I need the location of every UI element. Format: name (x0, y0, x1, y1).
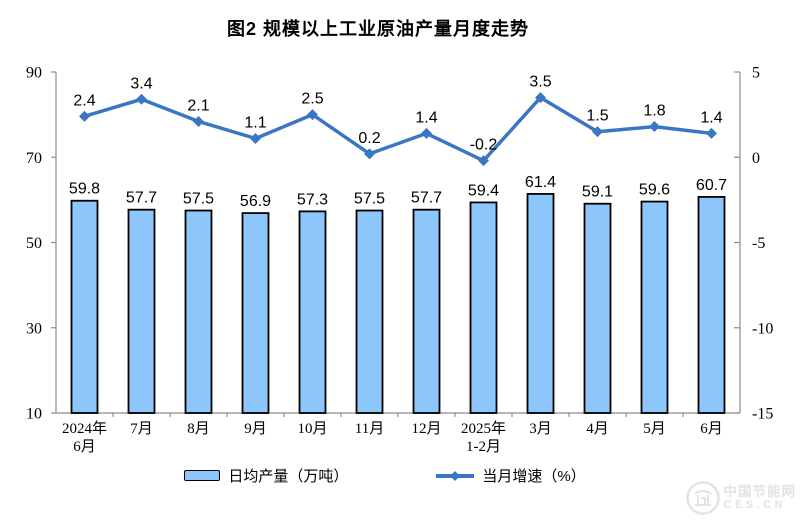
line-marker-icon (421, 127, 432, 139)
bar-swatch-icon (184, 470, 221, 481)
watermark-logo-icon (685, 481, 720, 515)
legend-line-label: 当月增速（%） (482, 468, 586, 485)
x-axis-label: 9月 (244, 421, 267, 437)
bar-value-label: 57.3 (297, 191, 328, 208)
watermark-domain: CES.CN (723, 499, 787, 512)
bar (70, 199, 99, 414)
x-axis-label: 8月 (187, 421, 210, 437)
bar-value-label: 56.9 (240, 193, 271, 210)
x-axis-label: 6月 (700, 421, 723, 437)
line-marker-icon (706, 127, 717, 139)
line-value-label: 3.4 (130, 75, 152, 92)
bar-value-label: 60.7 (696, 177, 727, 194)
line-value-label: 2.1 (187, 97, 209, 114)
legend-bar-label: 日均产量（万吨） (228, 468, 349, 485)
bar (412, 208, 441, 414)
y-axis-right-label: -5 (752, 235, 765, 252)
line-value-label: 1.1 (244, 114, 266, 131)
growth-line (82, 95, 714, 163)
bar (241, 212, 270, 414)
y-axis-right-label: -15 (752, 406, 773, 423)
watermark: 中国节能网 CES.CN (685, 480, 797, 516)
bar-value-label: 59.6 (639, 182, 670, 199)
y-axis-right-label: 0 (752, 150, 760, 167)
line-value-label: 3.5 (529, 74, 551, 91)
line-value-label: 2.4 (73, 92, 95, 109)
line-marker-icon (193, 115, 204, 127)
x-axis-label: 2025年 1-2月 (461, 420, 506, 455)
bar-value-label: 57.5 (354, 191, 385, 208)
x-axis-label: 7月 (130, 421, 153, 437)
bar-value-label: 59.1 (582, 184, 613, 201)
diamond-marker-icon (450, 470, 461, 481)
line-marker-icon (592, 126, 603, 138)
y-axis-left-label: 50 (26, 235, 42, 252)
line-marker-icon (364, 148, 375, 160)
bar-value-label: 61.4 (525, 174, 556, 191)
y-axis-right-label: -10 (752, 320, 773, 337)
line-marker-icon (535, 92, 546, 104)
legend-item-line: 当月增速（%） (436, 465, 586, 486)
line-value-label: 1.4 (700, 109, 722, 126)
x-axis-label: 5月 (643, 421, 666, 437)
y-axis-left-label: 10 (26, 406, 42, 423)
bar (526, 193, 555, 414)
bar (583, 202, 612, 414)
bar-value-label: 59.8 (69, 181, 100, 198)
x-axis-label: 12月 (411, 421, 441, 437)
bar-value-label: 57.5 (183, 191, 214, 208)
y-axis-left-label: 70 (26, 150, 42, 167)
x-axis-label: 3月 (529, 421, 552, 437)
line-value-label: 1.4 (415, 109, 437, 126)
line-marker-icon (250, 132, 261, 144)
x-axis-label: 11月 (355, 421, 384, 437)
line-marker-icon (136, 93, 147, 105)
x-axis-label: 10月 (297, 421, 327, 437)
watermark-name: 中国节能网 (723, 483, 796, 499)
line-marker-icon (79, 110, 90, 122)
bar-value-label: 59.4 (468, 182, 499, 199)
bar (127, 208, 156, 414)
line-value-label: 0.2 (358, 130, 380, 147)
bar (697, 195, 726, 414)
y-axis-right-label: 5 (752, 65, 760, 82)
line-marker-icon (478, 155, 489, 167)
bar-value-label: 57.7 (411, 190, 442, 207)
chart-title: 图2 规模以上工业原油产量月度走势 (226, 19, 529, 39)
line-marker-icon (307, 109, 318, 121)
line-swatch-icon (436, 470, 475, 481)
bar (469, 201, 498, 414)
line-value-label: 1.8 (643, 103, 665, 120)
bar-value-label: 57.7 (126, 190, 157, 207)
legend-item-bar: 日均产量（万吨） (184, 465, 348, 486)
bar (640, 200, 669, 414)
x-axis-label: 2024年 6月 (62, 420, 107, 455)
bar (184, 209, 213, 414)
line-value-label: 1.5 (586, 108, 608, 125)
line-value-label: -0.2 (470, 137, 498, 154)
line-marker-icon (649, 121, 660, 133)
line-value-label: 2.5 (301, 91, 323, 108)
chart-legend: 日均产量（万吨） 当月增速（%） (0, 465, 770, 486)
x-axis-label: 4月 (586, 421, 609, 437)
bar (298, 210, 327, 414)
y-axis-left-label: 90 (26, 65, 42, 82)
bar (355, 209, 384, 414)
y-axis-left-label: 30 (26, 320, 42, 337)
